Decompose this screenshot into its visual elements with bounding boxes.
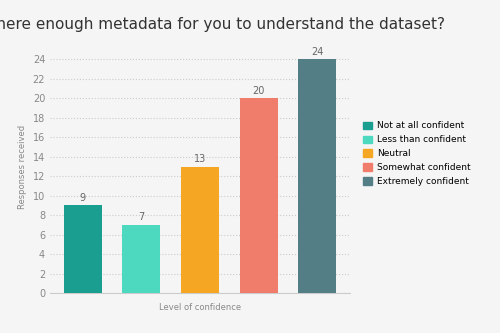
Text: 20: 20 [252, 86, 265, 96]
Text: 24: 24 [311, 47, 324, 57]
Bar [64, 205, 102, 293]
Bar [298, 59, 337, 293]
Bar [122, 225, 160, 293]
Legend: Not at all confident, Less than confident, Neutral, Somewhat confident, Extremel: Not at all confident, Less than confiden… [360, 119, 473, 189]
Bar [240, 98, 278, 293]
Text: 13: 13 [194, 154, 206, 164]
Y-axis label: Responses received: Responses received [18, 125, 27, 208]
X-axis label: Level of confidence: Level of confidence [159, 303, 241, 312]
Title: Was there enough metadata for you to understand the dataset?: Was there enough metadata for you to und… [0, 17, 446, 32]
Text: 7: 7 [138, 212, 144, 222]
Text: 9: 9 [80, 193, 86, 203]
Bar [181, 166, 219, 293]
